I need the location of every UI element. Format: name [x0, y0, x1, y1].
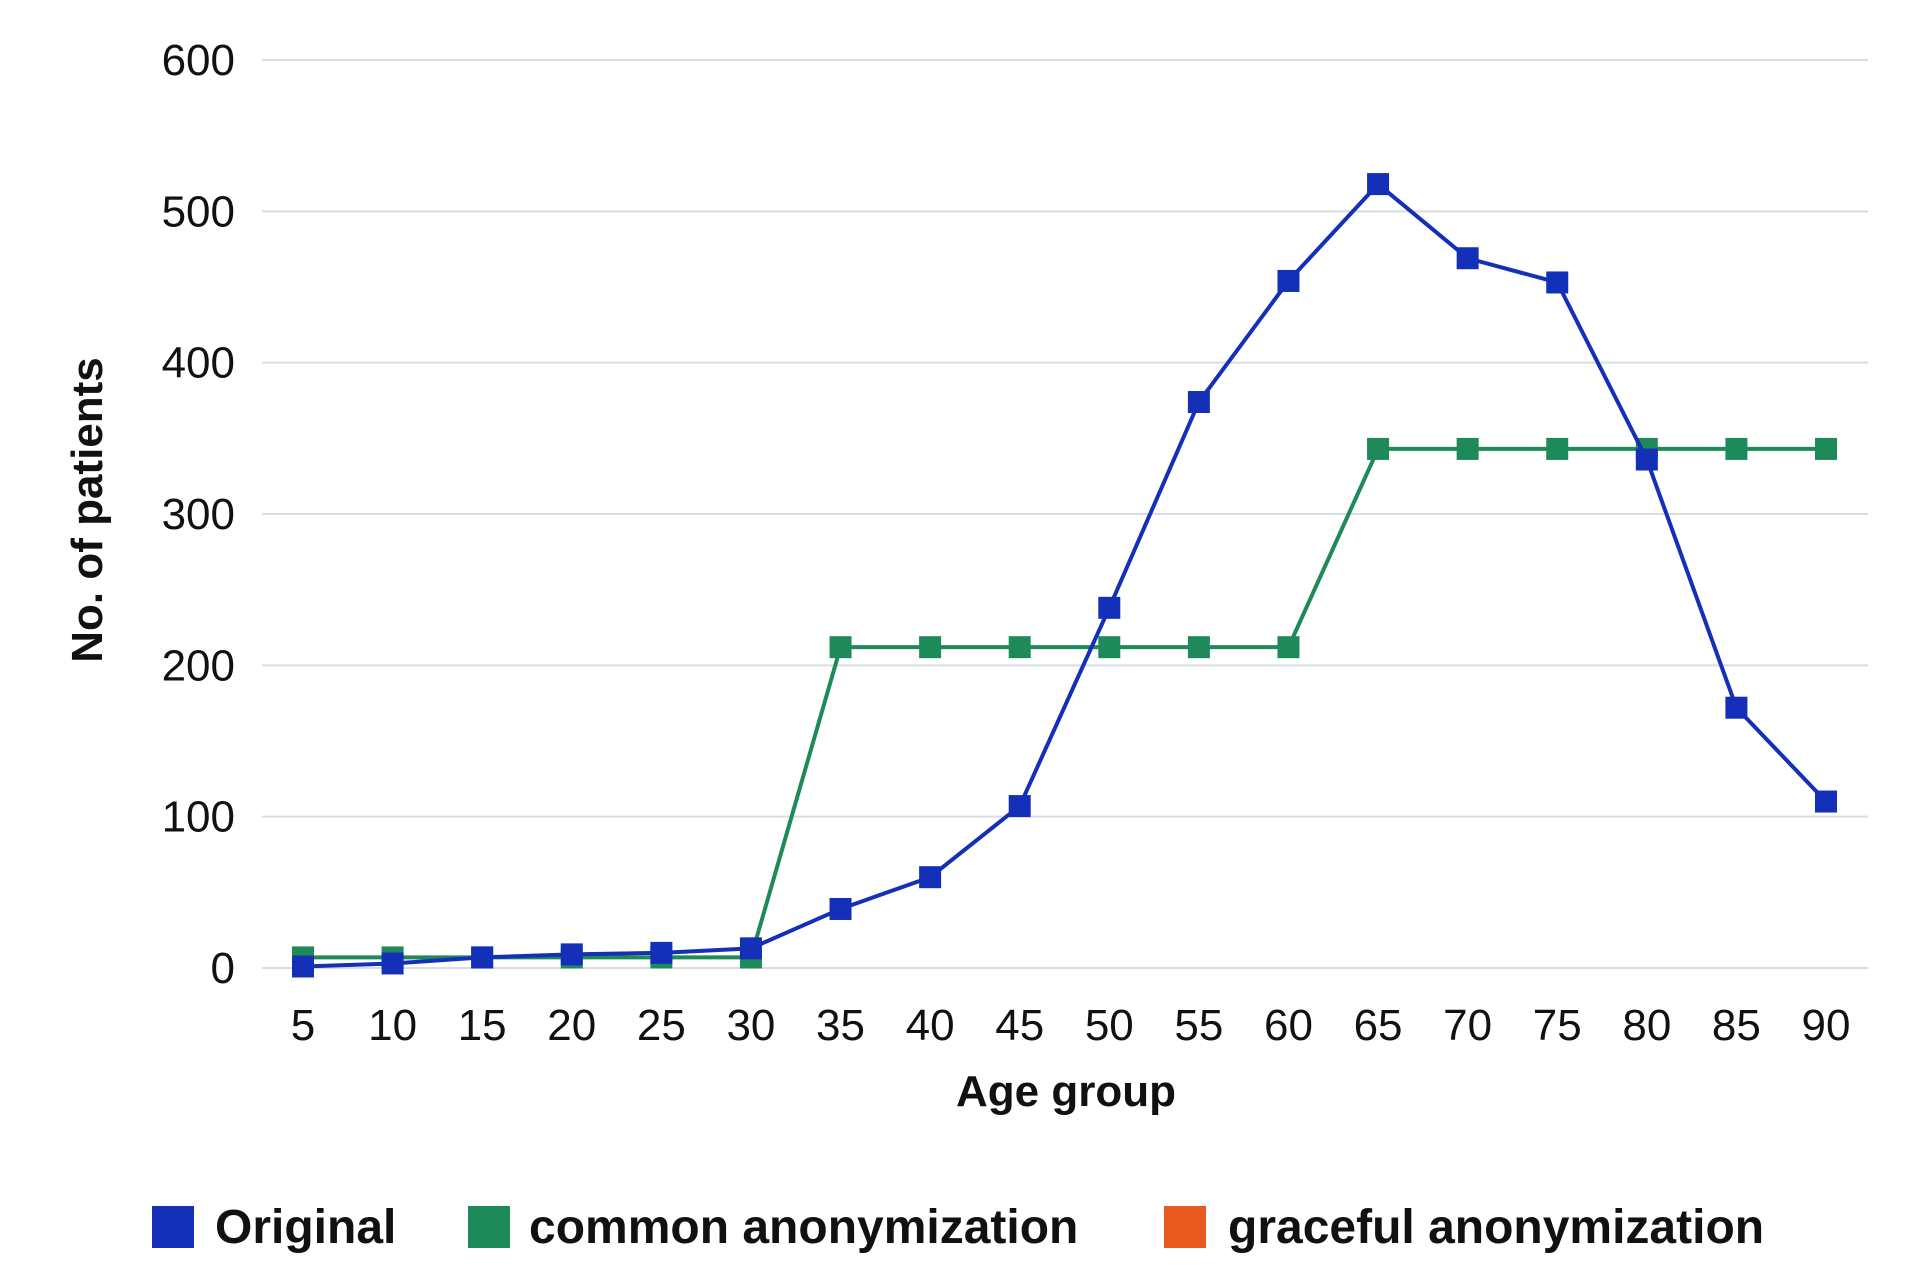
x-axis-title: Age group [956, 1067, 1176, 1116]
data-point [1367, 173, 1390, 196]
data-point [1456, 437, 1479, 460]
data-point [1456, 247, 1479, 270]
data-point [1187, 391, 1210, 414]
legend-item: Original [152, 1201, 396, 1254]
data-point [471, 946, 494, 969]
x-tick-label: 60 [1264, 1001, 1313, 1050]
y-tick-label: 0 [211, 944, 235, 993]
x-tick-label: 70 [1443, 1001, 1492, 1050]
x-tick-label: 45 [995, 1001, 1044, 1050]
x-tick-label: 30 [726, 1001, 775, 1050]
data-point [1008, 795, 1031, 818]
x-tick-label: 50 [1085, 1001, 1134, 1050]
legend-item: graceful anonymization [1164, 1201, 1764, 1254]
x-tick-label: 35 [816, 1001, 865, 1050]
x-tick-label: 55 [1174, 1001, 1223, 1050]
x-axis-ticks: 5 10 15 20 25 30 35 40 45 50 55 60 65 70 75 80 85 90 [291, 1001, 1851, 1050]
series-1 [292, 173, 1837, 978]
x-tick-label: 90 [1802, 1001, 1851, 1050]
legend-swatch [468, 1206, 510, 1248]
y-axis-title: No. of patients [63, 357, 112, 663]
data-point [919, 636, 942, 659]
data-point [829, 636, 852, 659]
x-tick-label: 10 [368, 1001, 417, 1050]
data-point [829, 897, 852, 920]
data-point [1546, 437, 1569, 460]
y-tick-label: 400 [162, 339, 235, 388]
y-tick-label: 600 [162, 36, 235, 85]
data-point [1546, 271, 1569, 294]
legend-swatch [152, 1206, 194, 1248]
series [292, 173, 1837, 978]
data-point [1277, 636, 1300, 659]
x-tick-label: 25 [637, 1001, 686, 1050]
data-point [292, 955, 314, 978]
data-point [1277, 269, 1300, 292]
x-tick-label: 20 [547, 1001, 596, 1050]
x-tick-label: 80 [1622, 1001, 1671, 1050]
data-point [381, 952, 404, 975]
y-tick-label: 300 [162, 490, 235, 539]
x-tick-label: 85 [1712, 1001, 1761, 1050]
data-point [739, 937, 762, 960]
data-point [650, 941, 673, 964]
data-point [1098, 636, 1121, 659]
gridlines [262, 59, 1868, 969]
data-point [1635, 448, 1658, 471]
data-point [1367, 437, 1390, 460]
x-tick-label: 15 [458, 1001, 507, 1050]
data-point [1098, 596, 1121, 619]
legend: Original common anonymization graceful ano… [152, 1201, 1764, 1254]
data-point [1725, 696, 1748, 719]
data-point [919, 866, 942, 889]
data-point [1815, 790, 1837, 813]
y-tick-label: 200 [162, 641, 235, 690]
x-tick-label: 75 [1533, 1001, 1582, 1050]
data-point [560, 943, 583, 966]
data-point [1187, 636, 1210, 659]
data-point [1725, 437, 1748, 460]
y-tick-label: 100 [162, 793, 235, 842]
legend-item: common anonymization [468, 1201, 1078, 1254]
legend-swatch [1164, 1206, 1206, 1248]
x-tick-label: 40 [906, 1001, 955, 1050]
x-tick-label: 65 [1354, 1001, 1403, 1050]
data-point [1815, 437, 1837, 460]
y-axis-ticks: 0 100 200 300 400 500 600 [162, 36, 235, 993]
legend-label: Original [215, 1201, 396, 1254]
series-line [303, 446, 1826, 960]
y-tick-label: 500 [162, 187, 235, 236]
data-point [1008, 636, 1031, 659]
legend-label: common anonymization [529, 1201, 1078, 1254]
series-line [302, 182, 1828, 969]
legend-label: graceful anonymization [1228, 1201, 1764, 1254]
x-tick-label: 5 [291, 1001, 315, 1050]
